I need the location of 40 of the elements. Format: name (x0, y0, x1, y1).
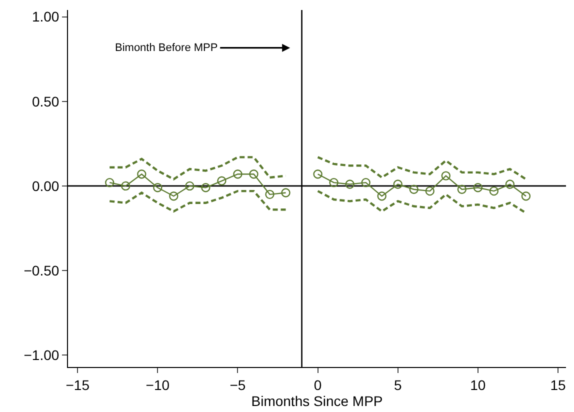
point (169, 192, 178, 201)
point (105, 178, 114, 188)
x-tick-label: −5 (230, 376, 246, 393)
point (489, 186, 499, 196)
point (281, 188, 290, 198)
x-axis-title: Bimonths Since MPP (251, 392, 383, 409)
point (265, 190, 274, 200)
point (137, 170, 146, 179)
point (361, 178, 370, 188)
x-tick-label: 15 (550, 376, 566, 393)
point (121, 181, 130, 191)
point (233, 170, 242, 179)
point (345, 180, 354, 189)
x-tick-label: 10 (470, 376, 486, 393)
point (153, 183, 162, 192)
point (505, 180, 515, 189)
point (409, 184, 418, 194)
y-tick-label: 1.00 (32, 8, 60, 25)
x-tick-label: −15 (66, 376, 90, 393)
point (457, 184, 467, 194)
point (377, 192, 386, 201)
point (521, 192, 531, 201)
x-tick-label: 5 (394, 376, 402, 393)
annotation: Bimonth Before MPP (115, 42, 218, 54)
point (313, 170, 322, 179)
point (201, 183, 210, 192)
point (425, 186, 434, 196)
point (329, 178, 338, 188)
point (249, 170, 258, 179)
x-tick-label: 0 (314, 376, 322, 393)
point (393, 180, 402, 189)
point (217, 176, 226, 186)
y-tick-label: −0.50 (24, 262, 60, 278)
point (441, 171, 450, 180)
point (473, 183, 483, 192)
point (185, 181, 194, 191)
y-tick-label: −1.00 (24, 347, 60, 364)
x-tick-label: −10 (146, 376, 170, 393)
y-tick-label: 0.00 (32, 178, 60, 194)
y-tick-label: 0.50 (32, 93, 60, 110)
